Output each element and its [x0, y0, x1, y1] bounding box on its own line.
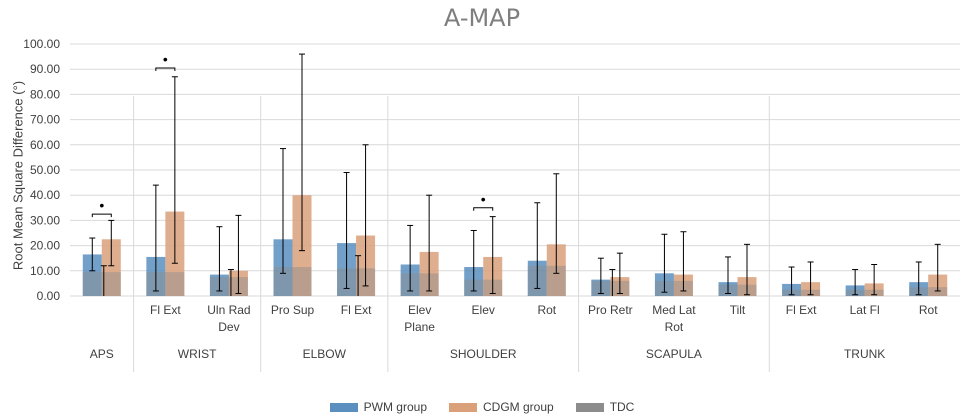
y-tick-label: 90.00	[30, 62, 60, 76]
y-tick-label: 70.00	[30, 113, 60, 127]
legend-label-pwm: PWM group	[363, 400, 427, 414]
x-tick-label: Rot	[537, 303, 556, 317]
x-tick-label: Lat Fl	[850, 303, 880, 317]
bar-pwm-group	[82, 254, 102, 296]
bar-tdc	[146, 272, 185, 296]
x-tick-label: Pro Sup	[271, 303, 315, 317]
legend-item-cdgm: CDGM group	[449, 400, 554, 414]
x-tick-label: Elev	[472, 303, 495, 317]
legend-swatch-cdgm	[449, 402, 477, 412]
significance-bracket	[155, 67, 176, 71]
bar-tdc	[464, 279, 503, 296]
y-tick-label: 0.00	[37, 289, 61, 303]
x-tick-label: Fl Ext	[341, 303, 372, 317]
y-tick-label: 100.00	[23, 37, 60, 51]
bar-tdc	[400, 273, 439, 296]
y-tick-label: 40.00	[30, 188, 60, 202]
x-tick-label: Rot	[919, 303, 938, 317]
bar-tdc	[337, 268, 376, 296]
group-label: ELBOW	[303, 347, 347, 361]
chart-title: A-MAP	[443, 4, 521, 32]
y-tick-label: 80.00	[30, 87, 60, 101]
x-tick-label: Med Lat	[652, 303, 696, 317]
y-tick-label: 10.00	[30, 264, 60, 278]
y-tick-label: 30.00	[30, 213, 60, 227]
legend-item-tdc: TDC	[575, 400, 635, 414]
bar-tdc	[845, 289, 884, 296]
significance-marker: •	[481, 191, 486, 207]
x-tick-label: Plane	[404, 320, 435, 334]
group-label: TRUNK	[844, 347, 885, 361]
x-tick-label: Tilt	[730, 303, 746, 317]
bar-tdc	[82, 272, 121, 296]
significance-bracket	[473, 207, 494, 211]
legend-item-pwm: PWM group	[329, 400, 427, 414]
x-tick-label: Dev	[218, 320, 239, 334]
bar-tdc	[527, 265, 566, 296]
y-tick-label: 60.00	[30, 138, 60, 152]
y-tick-label: 20.00	[30, 239, 60, 253]
x-tick-label: Fl Ext	[786, 303, 817, 317]
group-label: WRIST	[178, 347, 217, 361]
x-tick-label: Uln Rad	[207, 303, 250, 317]
x-tick-label: Elev	[408, 303, 431, 317]
legend-swatch-tdc	[575, 402, 604, 412]
x-tick-label: Pro Retr	[588, 303, 633, 317]
legend: PWM group CDGM group TDC	[0, 400, 964, 414]
bar-tdc	[209, 277, 248, 296]
legend-swatch-pwm	[329, 402, 358, 412]
significance-marker: •	[163, 51, 168, 67]
bar-tdc	[654, 280, 693, 296]
legend-label-tdc: TDC	[609, 400, 635, 414]
bar-cdgm-group	[101, 239, 121, 296]
group-label: SCAPULA	[646, 347, 702, 361]
bar-chart: 0.00 10.00 20.00 30.00 40.00 50.00 60.00 70.00 8…	[23, 37, 960, 372]
significance-marker: •	[99, 197, 104, 213]
group-label: APS	[90, 347, 114, 361]
x-tick-label: Rot	[665, 320, 684, 334]
bar-tdc	[718, 284, 757, 296]
legend-label-cdgm: CDGM group	[483, 400, 554, 414]
group-label: SHOULDER	[450, 347, 517, 361]
bar-tdc	[909, 287, 948, 296]
bar-tdc	[782, 289, 821, 296]
bar-tdc	[591, 280, 630, 296]
x-tick-label: Fl Ext	[150, 303, 181, 317]
bar-tdc	[273, 267, 312, 296]
y-tick-label: 50.00	[30, 163, 60, 177]
significance-bracket	[91, 213, 112, 218]
